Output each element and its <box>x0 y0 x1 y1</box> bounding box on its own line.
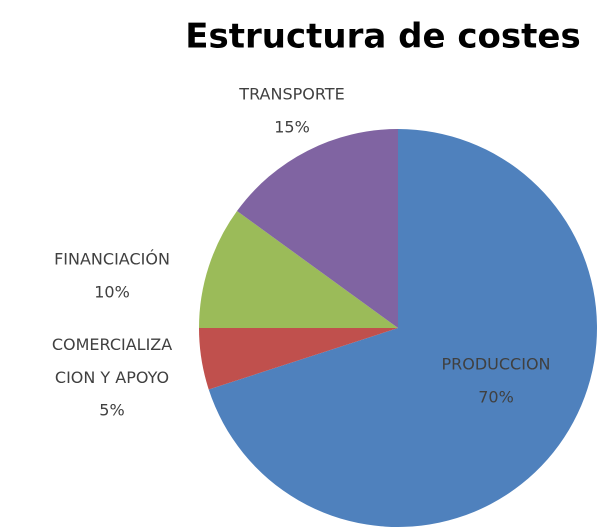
label-line: COMERCIALIZA <box>52 335 172 354</box>
slice-label: FINANCIACIÓN <box>54 250 170 269</box>
pie-slice <box>208 129 597 527</box>
pie-slice <box>237 129 398 328</box>
slice-value-label: 15% <box>274 118 310 137</box>
slice-label: COMERCIALIZA CION Y APOYO <box>52 335 172 387</box>
pie-slice <box>199 211 398 328</box>
slice-value-label: 5% <box>99 401 124 420</box>
slice-value-label: 10% <box>94 283 130 302</box>
label-line: CION Y APOYO <box>55 368 169 387</box>
slice-label: PRODUCCION <box>441 355 550 374</box>
chart-title: Estructura de costes <box>185 17 580 57</box>
pie-slice <box>199 328 398 390</box>
slice-value-label: 70% <box>478 388 514 407</box>
slice-label: TRANSPORTE <box>238 85 344 104</box>
